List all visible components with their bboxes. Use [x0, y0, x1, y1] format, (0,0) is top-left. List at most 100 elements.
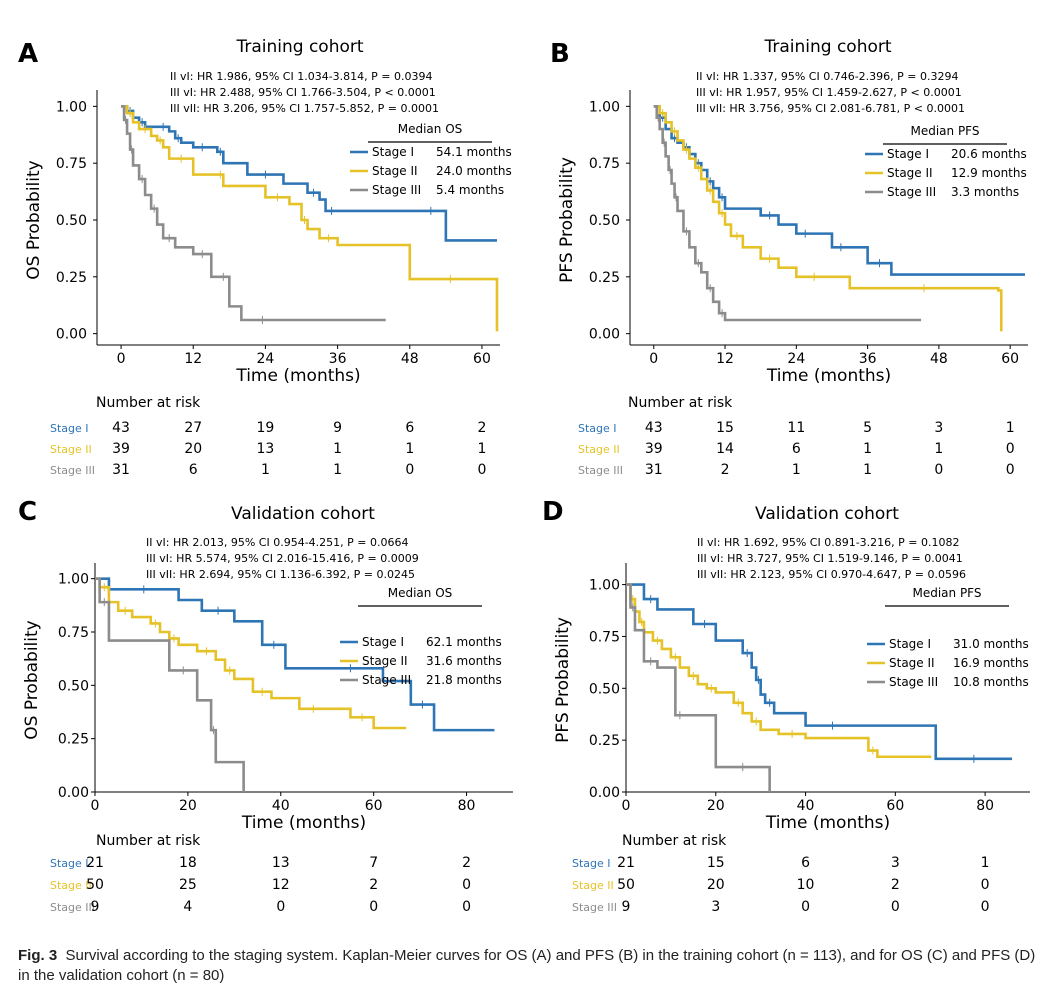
risk-value: 3 [711, 899, 720, 915]
risk-value: 0 [405, 462, 414, 478]
x-tick-label: 60 [473, 351, 491, 367]
y-tick-label: 0.00 [589, 327, 620, 343]
x-tick-label: 48 [401, 351, 419, 367]
risk-value: 0 [462, 877, 471, 893]
legend-label: Stage III [887, 185, 936, 199]
risk-row-label: Stage I [50, 857, 89, 870]
panel-C: C Validation cohort II vI: HR 2.013, 95% C… [18, 497, 513, 915]
panel-A: A Training cohort II vI: HR 1.986, 95% CI … [18, 37, 512, 478]
y-tick-label: 1.00 [58, 572, 89, 588]
x-tick-label: 20 [707, 798, 725, 814]
panel-D: D Validation cohort II vI: HR 1.692, 95% C… [542, 497, 1030, 915]
legend-median: 31.0 months [953, 637, 1029, 651]
risk-value: 6 [792, 441, 801, 457]
risk-value: 0 [477, 462, 486, 478]
hazard-ratio-line: III vI: HR 2.488, 95% CI 1.766-3.504, P … [170, 86, 436, 99]
y-tick-label: 0.50 [56, 213, 87, 229]
risk-row-label: Stage II [50, 879, 92, 892]
panel-letter: A [18, 39, 38, 69]
legend-label: Stage I [362, 635, 404, 649]
legend-title: Median PFS [910, 124, 979, 138]
hazard-ratio-line: II vI: HR 1.692, 95% CI 0.891-3.216, P =… [697, 536, 959, 549]
y-tick-label: 0.00 [58, 785, 89, 801]
risk-value: 0 [981, 877, 990, 893]
risk-value: 20 [184, 441, 202, 457]
risk-value: 6 [189, 462, 198, 478]
risk-table-title: Number at risk [628, 395, 733, 411]
y-tick-label: 1.00 [589, 99, 620, 115]
risk-value: 15 [716, 420, 734, 436]
legend-label: Stage II [372, 164, 418, 178]
legend-median: 3.3 months [951, 185, 1019, 199]
risk-value: 2 [462, 855, 471, 871]
x-tick-label: 80 [458, 798, 476, 814]
y-tick-label: 0.00 [589, 785, 620, 801]
risk-value: 1 [333, 441, 342, 457]
x-tick-label: 0 [622, 798, 631, 814]
risk-value: 7 [369, 855, 378, 871]
legend-median: 10.8 months [953, 675, 1029, 689]
km-curve-stage-ii [626, 583, 932, 759]
risk-value: 1 [261, 462, 270, 478]
risk-row-label: Stage II [572, 879, 614, 892]
hazard-ratio-line: III vII: HR 2.694, 95% CI 1.136-6.392, P… [146, 568, 415, 581]
legend-median: 54.1 months [436, 145, 512, 159]
chart-title: Validation cohort [231, 504, 375, 524]
risk-value: 0 [981, 899, 990, 915]
km-curve-stage-i [95, 577, 495, 732]
panel-letter: C [18, 497, 37, 527]
x-tick-label: 0 [649, 351, 658, 367]
legend-label: Stage II [362, 654, 408, 668]
risk-value: 0 [276, 899, 285, 915]
risk-value: 1 [792, 462, 801, 478]
hazard-ratio-line: III vII: HR 3.206, 95% CI 1.757-5.852, P… [170, 102, 439, 115]
risk-value: 1 [981, 855, 990, 871]
risk-value: 0 [934, 462, 943, 478]
x-axis-label: Time (months) [235, 366, 360, 386]
risk-value: 21 [86, 855, 104, 871]
risk-value: 15 [707, 855, 725, 871]
risk-table-title: Number at risk [96, 833, 201, 849]
y-tick-label: 0.75 [56, 156, 87, 172]
km-curve-stage-iii [653, 105, 922, 322]
x-tick-label: 12 [716, 351, 734, 367]
x-tick-label: 0 [91, 798, 100, 814]
risk-row-label: Stage I [578, 422, 617, 435]
risk-value: 4 [183, 899, 192, 915]
chart-title: Training cohort [763, 37, 891, 57]
risk-value: 1 [863, 462, 872, 478]
risk-value: 2 [891, 877, 900, 893]
risk-value: 18 [179, 855, 197, 871]
legend-median: 31.6 months [426, 654, 502, 668]
legend-label: Stage II [887, 166, 933, 180]
risk-value: 31 [645, 462, 663, 478]
legend-median: 5.4 months [436, 183, 504, 197]
x-tick-label: 20 [179, 798, 197, 814]
y-tick-label: 0.50 [589, 681, 620, 697]
x-tick-label: 40 [272, 798, 290, 814]
panel-letter: D [542, 497, 564, 527]
legend-median: 16.9 months [953, 656, 1029, 670]
x-axis-label: Time (months) [765, 813, 890, 833]
risk-value: 1 [1006, 420, 1015, 436]
risk-value: 19 [257, 420, 275, 436]
risk-value: 25 [179, 877, 197, 893]
x-tick-label: 60 [886, 798, 904, 814]
y-axis-label: PFS Probability [553, 617, 573, 743]
risk-value: 1 [934, 441, 943, 457]
y-axis-label: OS Probability [24, 160, 44, 279]
y-tick-label: 1.00 [589, 578, 620, 594]
legend-median: 21.8 months [426, 673, 502, 687]
x-tick-label: 24 [787, 351, 805, 367]
legend-title: Median PFS [912, 586, 981, 600]
risk-value: 1 [333, 462, 342, 478]
hazard-ratio-line: III vII: HR 3.756, 95% CI 2.081-6.781, P… [696, 102, 965, 115]
risk-row-label: Stage III [50, 901, 95, 914]
panel-B: B Training cohort II vI: HR 1.337, 95% CI … [550, 37, 1028, 478]
x-tick-label: 40 [797, 798, 815, 814]
risk-value: 11 [787, 420, 805, 436]
caption-label: Fig. 3 [18, 947, 58, 964]
x-tick-label: 36 [329, 351, 347, 367]
km-curve-stage-ii [653, 105, 1003, 332]
risk-value: 1 [405, 441, 414, 457]
